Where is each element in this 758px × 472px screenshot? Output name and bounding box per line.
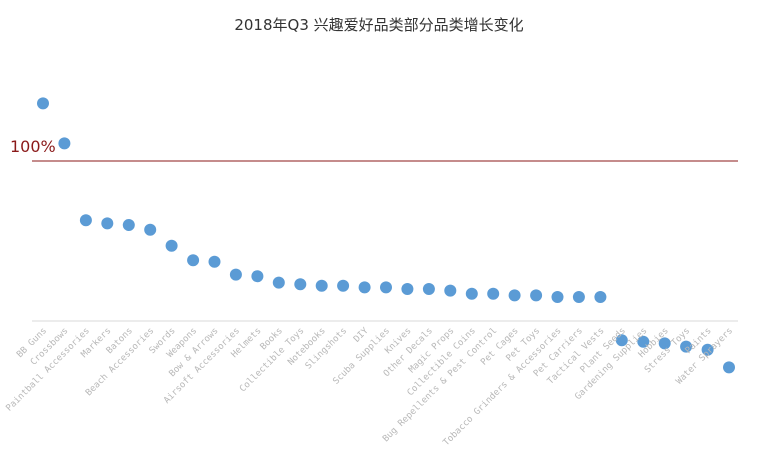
data-point	[122, 219, 135, 231]
data-point	[530, 289, 543, 302]
data-point	[637, 335, 650, 348]
chart-title: 2018年Q3 兴趣爱好品类部分品类增长变化	[234, 16, 523, 34]
data-point	[144, 223, 157, 236]
data-point	[594, 291, 607, 303]
data-points	[37, 97, 735, 374]
data-point	[615, 334, 628, 347]
data-point	[723, 361, 735, 374]
data-point	[701, 343, 714, 356]
data-point	[508, 289, 521, 302]
data-point	[465, 287, 478, 300]
data-point	[315, 279, 328, 292]
data-point	[422, 283, 435, 295]
data-point	[444, 284, 457, 297]
data-point	[658, 337, 671, 350]
data-point	[208, 255, 221, 268]
data-point	[487, 287, 500, 300]
data-point	[79, 214, 92, 227]
data-point	[572, 291, 585, 303]
data-point	[101, 217, 114, 230]
data-point	[551, 291, 564, 303]
data-point	[37, 97, 49, 110]
category-tick-label: Paintball Accessories	[4, 326, 92, 414]
reference-line-label: 100%	[10, 137, 56, 156]
data-point	[165, 239, 178, 252]
data-point	[401, 283, 414, 295]
data-point	[272, 276, 285, 289]
data-point	[337, 279, 350, 292]
data-point	[251, 270, 264, 283]
data-point	[229, 268, 242, 281]
data-point	[294, 278, 307, 291]
data-point	[680, 340, 693, 353]
data-point	[187, 254, 200, 267]
data-point	[58, 137, 71, 150]
data-point	[358, 281, 371, 294]
data-point	[380, 281, 392, 294]
